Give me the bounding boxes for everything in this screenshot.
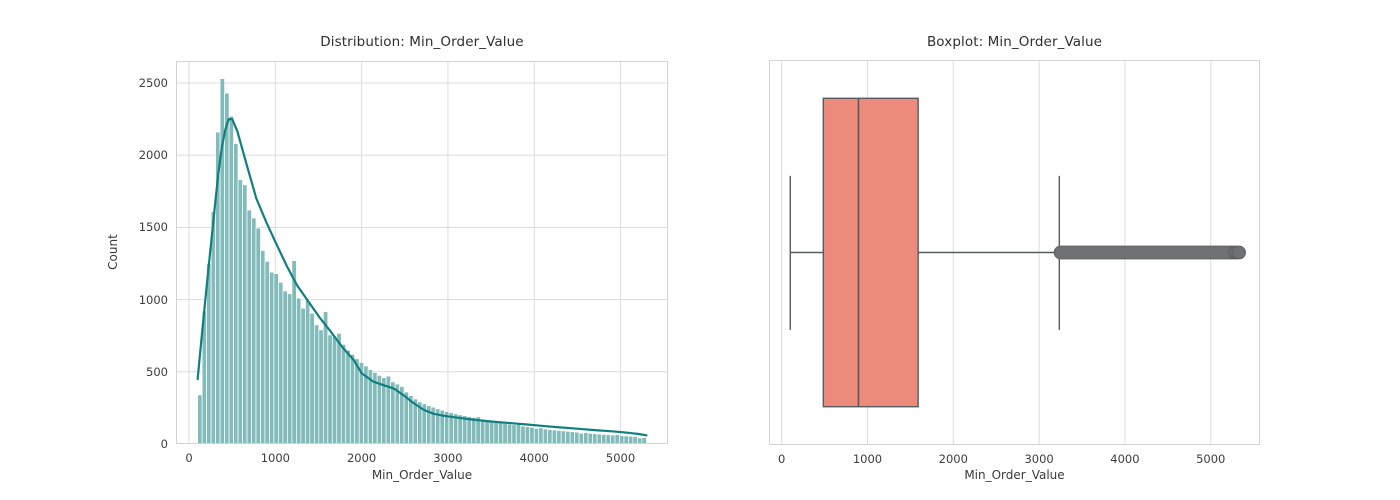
x-tick-label: 3000 <box>1024 452 1054 466</box>
x-tick-label: 5000 <box>605 451 636 465</box>
y-tick-label: 2000 <box>138 148 168 163</box>
boxplot-plot <box>769 60 1260 445</box>
x-tick-label: 4000 <box>1110 452 1140 466</box>
x-tick-label: 2000 <box>938 452 968 466</box>
y-tick-label: 1500 <box>138 220 168 235</box>
x-tick-label: 2000 <box>346 451 377 465</box>
x-tick-label: 0 <box>778 452 786 466</box>
boxplot-title: Boxplot: Min_Order_Value <box>926 34 1103 50</box>
histogram-title: Distribution: Min_Order_Value <box>320 34 524 50</box>
histogram-ylabel: Count <box>106 234 120 270</box>
boxplot-xlabel: Min_Order_Value <box>964 468 1065 482</box>
y-tick-label: 500 <box>146 364 168 379</box>
x-tick-label: 0 <box>185 451 193 465</box>
x-tick-label: 3000 <box>433 451 463 465</box>
histogram-xlabel: Min_Order_Value <box>371 468 473 482</box>
x-tick-label: 1000 <box>260 451 290 465</box>
y-tick-label: 1000 <box>138 292 168 307</box>
x-tick-label: 5000 <box>1196 452 1226 466</box>
x-tick-label: 1000 <box>852 452 883 466</box>
x-tick-label: 4000 <box>519 451 549 465</box>
y-tick-label: 0 <box>160 437 168 451</box>
histogram-plot <box>176 61 668 445</box>
y-tick-label: 2500 <box>138 75 168 90</box>
